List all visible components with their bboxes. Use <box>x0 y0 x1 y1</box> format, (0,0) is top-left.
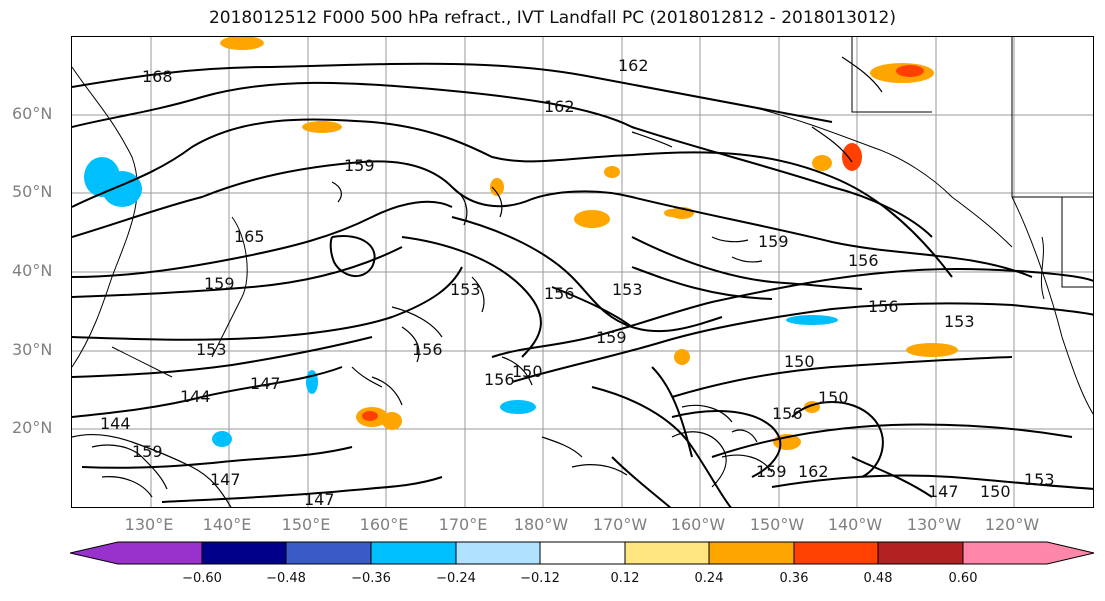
colorbar-segment <box>539 541 626 565</box>
contour-label: 153 <box>944 312 975 331</box>
contour-label: 147 <box>304 490 335 508</box>
refractivity-contours <box>72 62 1093 507</box>
colorbar-tick-label: −0.36 <box>351 571 391 586</box>
coastlines <box>72 37 1093 415</box>
pc-shading <box>84 37 958 450</box>
contour-label: 150 <box>512 362 543 381</box>
colorbar-segment <box>201 541 287 565</box>
contour-label: 147 <box>250 374 281 393</box>
contour-label: 153 <box>196 340 227 359</box>
colorbar-tick-label: 0.12 <box>610 571 640 586</box>
lon-label-150w: 150°W <box>749 515 805 534</box>
contour-label: 147 <box>928 482 959 501</box>
colorbar-tick-label: −0.24 <box>436 571 476 586</box>
lat-label-40n: 40°N <box>12 261 53 280</box>
contour-label: 156 <box>848 251 879 270</box>
lon-label-170w: 170°W <box>592 515 648 534</box>
map-plot: 168 162 162 159 159 165 159 153 156 153 … <box>72 37 1093 508</box>
contour-label: 153 <box>612 280 643 299</box>
contour-label-group: 168 162 162 159 159 165 159 153 156 153 … <box>100 56 1055 508</box>
colorbar <box>70 541 1095 565</box>
contour-label: 159 <box>204 274 235 293</box>
contour-label: 156 <box>772 404 803 423</box>
colorbar-tick-label: 0.36 <box>779 571 809 586</box>
colorbar-segment <box>708 541 795 565</box>
colorbar-segment <box>962 541 1095 565</box>
lon-label-150e: 150°E <box>281 515 331 534</box>
contour-label: 147 <box>210 470 241 489</box>
contour-label: 150 <box>980 482 1011 501</box>
colorbar-segment <box>624 541 710 565</box>
lat-label-50n: 50°N <box>12 182 53 201</box>
colorbar-tick-label: 0.48 <box>863 571 893 586</box>
lon-label-180w: 180°W <box>513 515 569 534</box>
contour-label: 165 <box>234 227 265 246</box>
contour-label: 159 <box>132 442 163 461</box>
colorbar-tick-label: −0.12 <box>520 571 560 586</box>
contour-label: 156 <box>484 370 515 389</box>
colorbar-segment <box>793 541 879 565</box>
lat-label-60n: 60°N <box>12 104 53 123</box>
lon-label-130w: 130°W <box>906 515 962 534</box>
map-title: 2018012512 F000 500 hPa refract., IVT La… <box>208 8 896 28</box>
contour-label: 150 <box>818 388 849 407</box>
contour-label: 168 <box>142 67 173 86</box>
colorbar-segment <box>370 541 457 565</box>
contour-label: 144 <box>180 387 211 406</box>
lon-label-120w: 120°W <box>984 515 1040 534</box>
contour-label: 162 <box>618 56 649 75</box>
colorbar-tick-label: 0.24 <box>694 571 724 586</box>
contour-label: 153 <box>1024 470 1055 489</box>
contour-label: 156 <box>544 284 575 303</box>
contour-label: 159 <box>758 232 789 251</box>
lon-label-160w: 160°W <box>670 515 726 534</box>
colorbar-segment <box>70 541 203 565</box>
map-panel: 168 162 162 159 159 165 159 153 156 153 … <box>71 36 1094 508</box>
lat-label-30n: 30°N <box>12 340 53 359</box>
contour-label: 144 <box>100 414 131 433</box>
colorbar-segment <box>285 541 372 565</box>
contour-label: 162 <box>798 462 829 481</box>
graticule <box>72 37 1093 507</box>
colorbar-tick-label: 0.60 <box>948 571 978 586</box>
colorbar-tick-label: −0.48 <box>266 571 306 586</box>
contour-label: 162 <box>544 97 575 116</box>
contour-label: 159 <box>596 328 627 347</box>
lon-label-130e: 130°E <box>124 515 174 534</box>
colorbar-segment <box>455 541 541 565</box>
lon-label-140w: 140°W <box>827 515 883 534</box>
contour-label: 153 <box>450 280 481 299</box>
contour-label: 159 <box>756 462 787 481</box>
colorbar-segment <box>877 541 964 565</box>
contour-label: 156 <box>412 340 443 359</box>
colorbar-tick-label: −0.60 <box>182 571 222 586</box>
lon-label-140e: 140°E <box>202 515 252 534</box>
contour-label: 159 <box>344 156 375 175</box>
contour-label: 156 <box>868 297 899 316</box>
lat-label-20n: 20°N <box>12 418 53 437</box>
lon-label-170e: 170°E <box>438 515 488 534</box>
lon-label-160e: 160°E <box>359 515 409 534</box>
contour-label: 150 <box>784 352 815 371</box>
small-contours <box>72 56 883 507</box>
